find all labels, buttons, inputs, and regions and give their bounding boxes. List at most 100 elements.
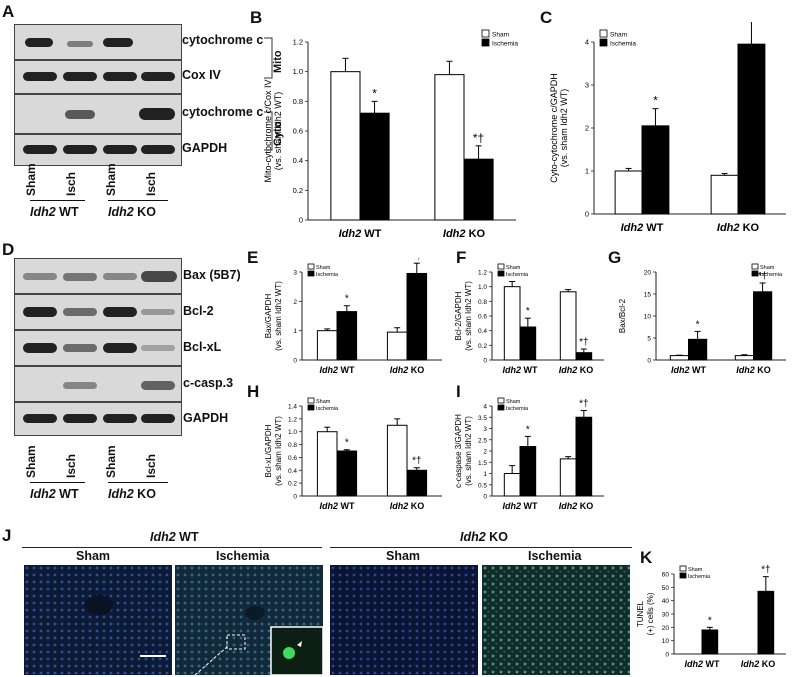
y-tick-label: 2 <box>585 124 589 133</box>
group-label: Idh2 WT <box>30 205 79 219</box>
y-tick-label: 30 <box>662 612 670 619</box>
panel-label-b: B <box>250 8 263 27</box>
blot-row-label: Bcl-2 <box>183 304 214 318</box>
y-tick-label: 0 <box>299 216 303 225</box>
y-tick-label: 0.4 <box>288 468 297 475</box>
blot-strip <box>14 402 182 436</box>
bar <box>519 446 537 497</box>
bar <box>406 272 428 361</box>
bar <box>519 326 537 361</box>
legend-label: Ischemia <box>506 272 529 278</box>
y-axis-label: (vs. sham Idh2 WT) <box>464 416 473 486</box>
legend-swatch <box>481 38 490 47</box>
bar <box>559 291 577 361</box>
group-label: Idh2 WT <box>30 487 79 501</box>
x-tick-label: Idh2 WT <box>671 365 707 375</box>
y-axis-label: Cyto-cytochrome c/GAPDH <box>549 73 559 183</box>
panel-label-f: F <box>456 248 467 267</box>
y-axis-label: (vs. sham Idh2 WT) <box>559 89 569 168</box>
micrograph-image <box>175 565 323 675</box>
legend-label: Sham <box>492 32 509 39</box>
y-tick-label: 1.5 <box>478 460 487 467</box>
x-tick-label: Idh2 WT <box>319 501 355 511</box>
legend-label: Sham <box>506 265 521 271</box>
bar-chart-k: TUNEL (+) cells (%) 0 10 20 30 40 50 60 * Idh2 WT *… <box>636 565 786 669</box>
legend-swatch <box>751 270 759 277</box>
significance-marker: *† <box>579 399 588 410</box>
blot-strip <box>14 258 182 294</box>
x-tick-label: Idh2 WT <box>684 659 720 669</box>
legend-swatch <box>679 565 687 572</box>
bar-chart-f: Bcl-2/GAPDH (vs. sham Idh2 WT) 0 0.2 0.4 0.6 0… <box>454 263 604 375</box>
legend-swatch <box>497 263 505 270</box>
scale-bar <box>140 655 166 657</box>
panel-label-c: C <box>540 8 553 27</box>
significance-marker: * <box>372 86 377 100</box>
y-tick-label: 0.6 <box>293 127 303 136</box>
significance-marker: * <box>526 306 530 317</box>
legend-label: Sham <box>688 567 703 573</box>
y-tick-label: 0.6 <box>288 455 297 462</box>
bar <box>406 469 428 497</box>
legend-label: Ischemia <box>506 406 529 412</box>
y-tick-label: 4 <box>585 38 589 47</box>
y-tick-label: 0.4 <box>293 156 303 165</box>
micrograph-image <box>482 565 630 675</box>
blot-strip <box>14 294 182 330</box>
y-tick-label: 10 <box>662 638 670 645</box>
bar <box>330 71 361 221</box>
x-tick-label: Idh2 KO <box>390 501 425 511</box>
bar-chart-g: Bax/Bcl-2 0 5 10 15 20 * Idh2 WT *† Idh2 KO ShamIs… <box>618 263 786 375</box>
bar <box>614 170 643 215</box>
legend-label: Sham <box>610 32 627 39</box>
y-tick-label: 0 <box>293 358 297 365</box>
y-tick-label: 1.2 <box>288 416 297 423</box>
y-tick-label: 0 <box>665 652 669 659</box>
panel-label-e: E <box>247 248 259 267</box>
y-axis-label: TUNEL <box>636 600 645 627</box>
panel-label-d: D <box>2 240 15 259</box>
micrograph-group-title: Idh2 WT <box>150 530 199 544</box>
legend-swatch <box>307 270 315 277</box>
legend-swatch <box>497 404 505 411</box>
y-tick-label: 0 <box>483 494 487 501</box>
y-axis-label: c-caspase 3/GAPDH <box>454 414 463 488</box>
bar-chart-h: Bcl-xL/GAPDH (vs. sham Idh2 WT) 0 0.2 0.4 0.6… <box>264 397 442 511</box>
blot-row-label: cytochrome c <box>182 105 264 119</box>
y-axis-label: Mito-cytochrome c/Cox IV <box>263 79 273 182</box>
legend-swatch <box>599 38 608 47</box>
bar <box>701 629 719 655</box>
bar-chart-i: c-caspase 3/GAPDH (vs. sham Idh2 WT) 0 0.5 1… <box>454 397 604 511</box>
micrograph-column-label: Sham <box>386 549 421 563</box>
significance-marker: *† <box>758 271 767 282</box>
blot-row-label: GAPDH <box>183 411 229 425</box>
y-tick-label: 3 <box>585 81 589 90</box>
y-tick-label: 3 <box>483 426 487 433</box>
blot-row-label: Bcl-xL <box>183 340 222 354</box>
lane-label: Isch <box>64 453 78 478</box>
bar <box>336 311 358 361</box>
significance-marker: * <box>696 319 700 330</box>
y-axis-label: Bax/GAPDH <box>264 294 273 339</box>
y-tick-label: 20 <box>662 625 670 632</box>
y-tick-label: 20 <box>644 270 652 277</box>
bracket-icon <box>264 37 273 151</box>
panel-label-h: H <box>247 382 260 401</box>
legend-swatch <box>679 572 687 579</box>
bar <box>386 331 408 361</box>
lane-label: Isch <box>64 171 78 196</box>
lane-label: Sham <box>24 163 38 196</box>
lane-label: Sham <box>24 445 38 478</box>
legend-label: Ischemia <box>316 406 339 412</box>
y-tick-label: 1.0 <box>478 284 487 291</box>
blot-strip <box>14 330 182 366</box>
legend-label: Sham <box>316 399 331 405</box>
legend-swatch <box>481 29 490 38</box>
bar <box>734 355 755 361</box>
significance-marker: *† <box>579 337 588 348</box>
legend-swatch <box>497 270 505 277</box>
y-axis-label: (vs. sham Idh2 WT) <box>274 416 283 486</box>
y-tick-label: 0 <box>293 494 297 501</box>
bar <box>503 286 521 361</box>
y-axis-label: (vs. sham Idh2 WT) <box>274 281 283 351</box>
